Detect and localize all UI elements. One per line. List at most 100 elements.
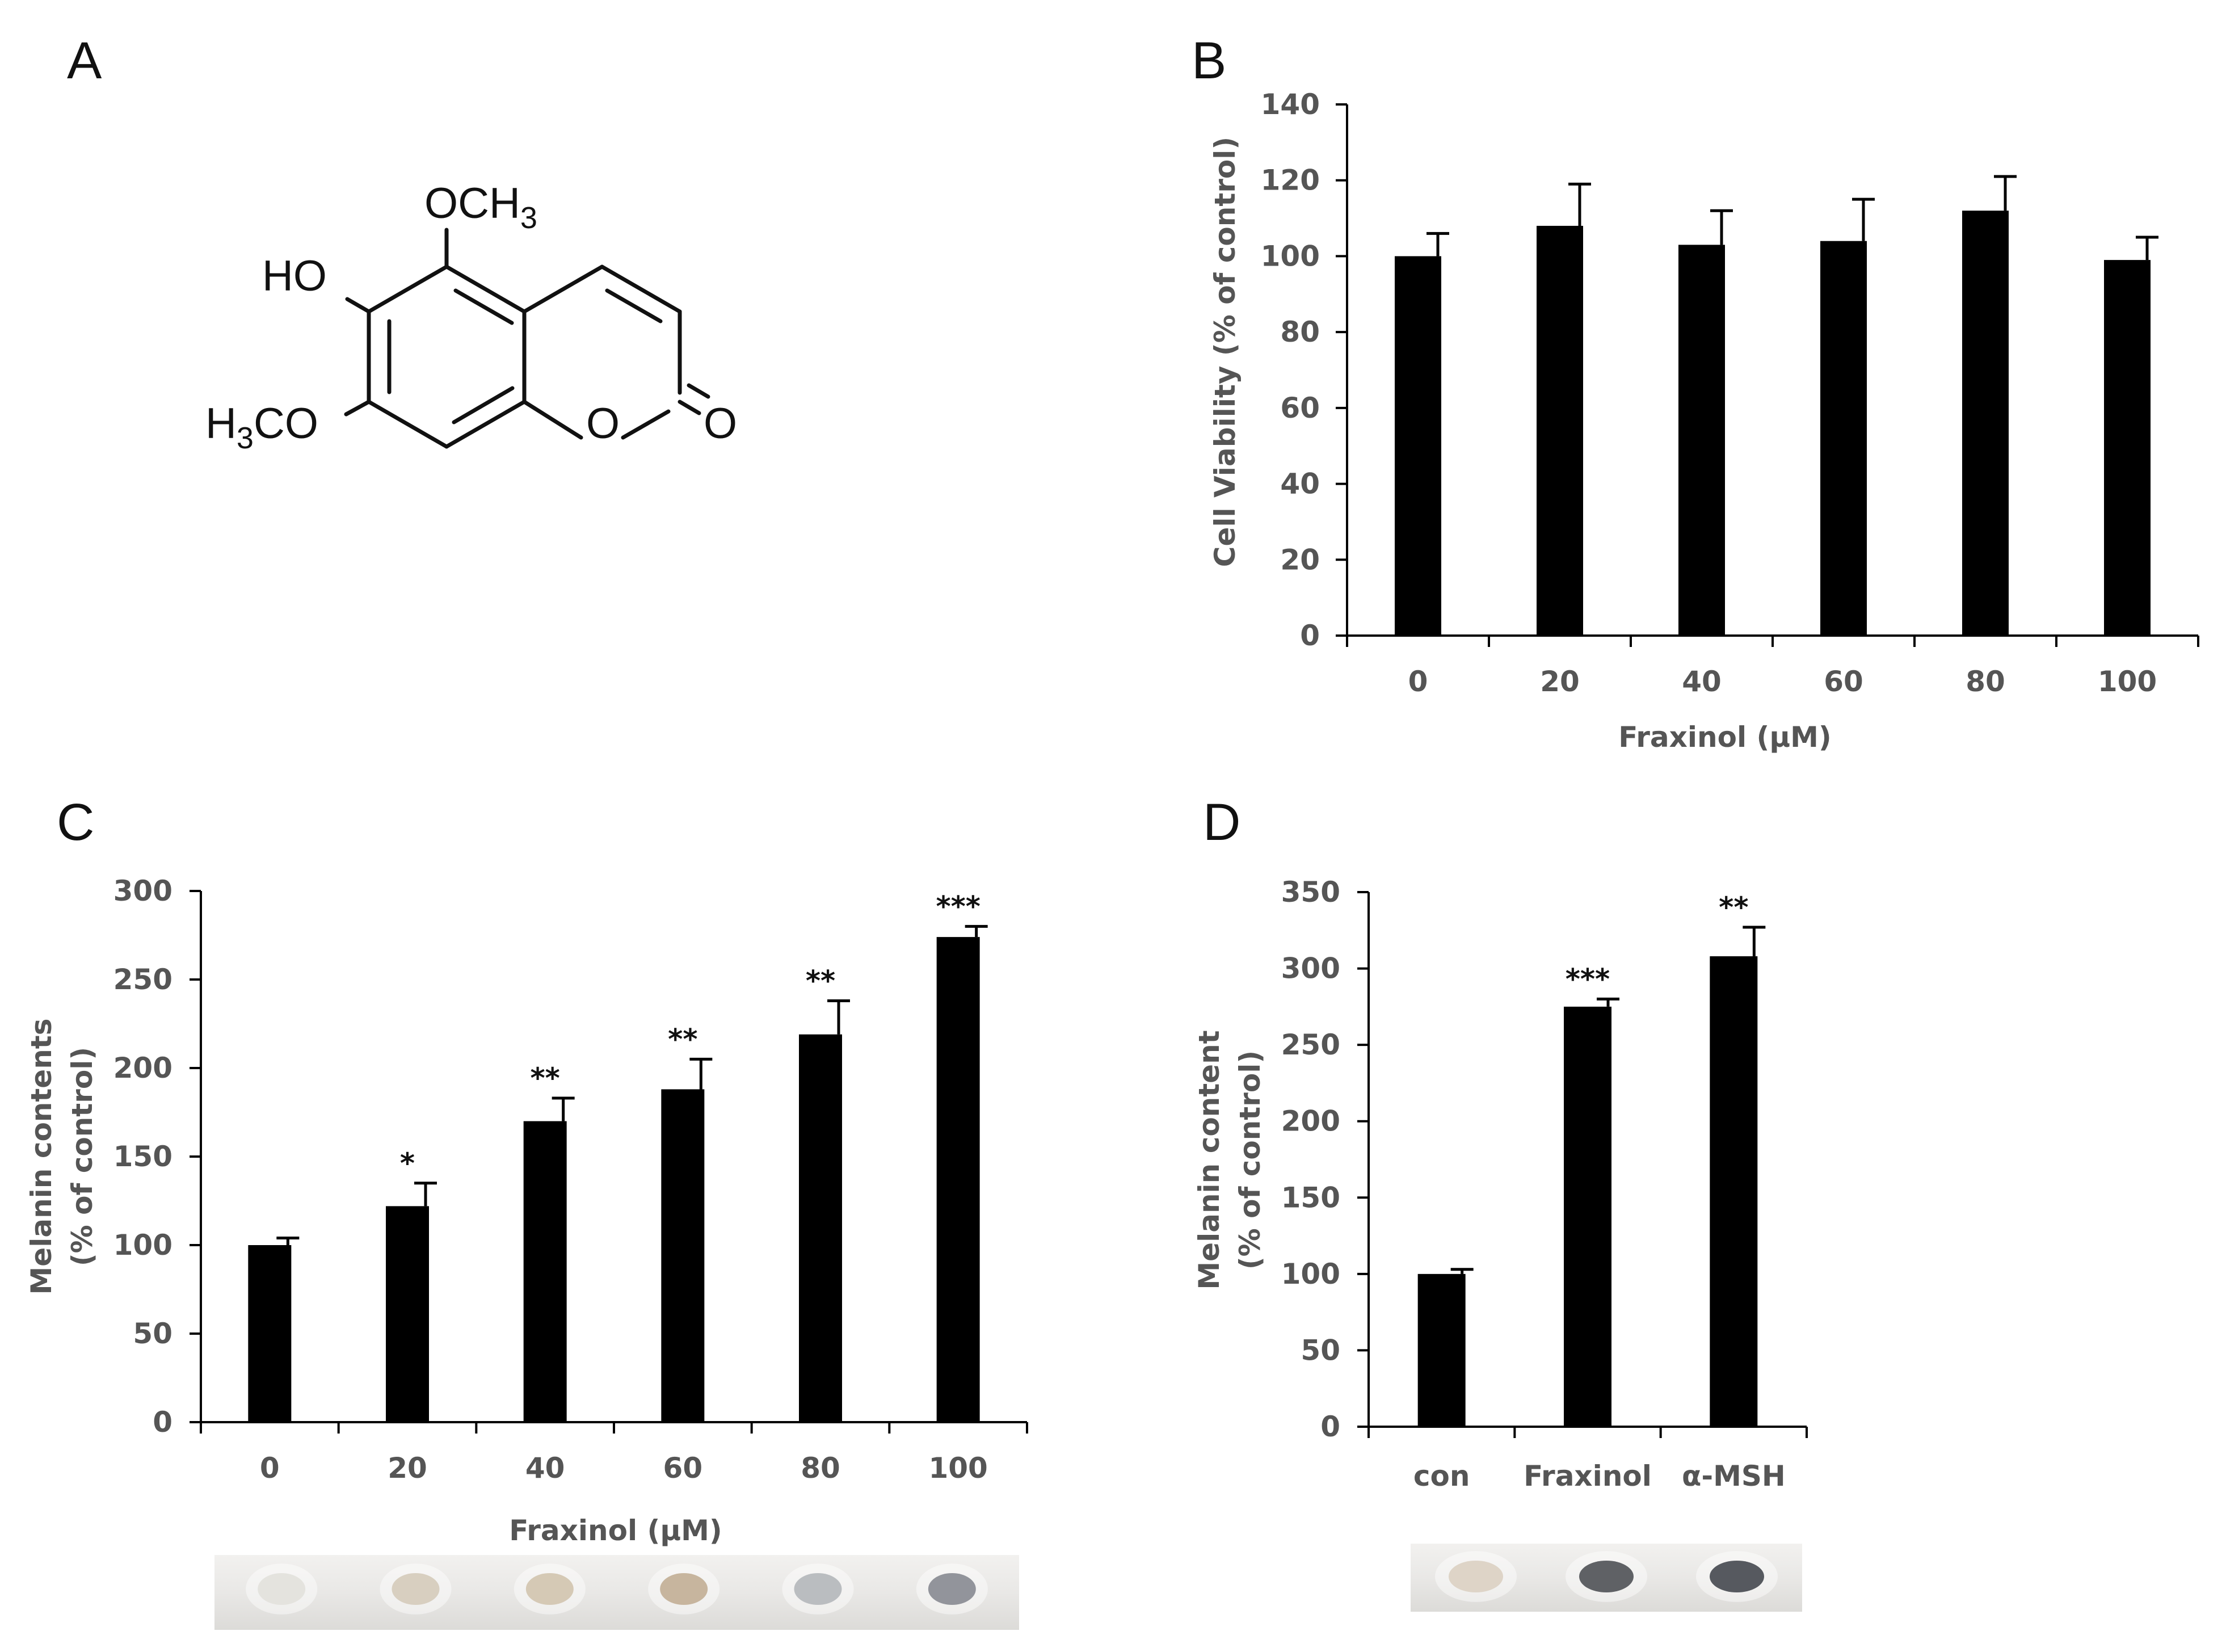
- bar-group: [248, 924, 988, 1422]
- pellet: [1449, 1561, 1503, 1592]
- bar: [1820, 241, 1867, 636]
- y-tick-label: 100: [1261, 239, 1320, 272]
- methoxy-label-left: H3CO: [205, 400, 318, 455]
- y-tick-label: 120: [1261, 164, 1320, 197]
- x-tick-label: 40: [525, 1452, 565, 1485]
- x-tick-label: 60: [1824, 665, 1863, 698]
- significance-label: **: [1719, 891, 1748, 924]
- significance-label: **: [531, 1062, 560, 1095]
- y-tick-label: 60: [1280, 392, 1320, 424]
- bar: [1537, 225, 1583, 636]
- photo-background: [214, 1555, 1019, 1630]
- hydroxy-label: HO: [262, 252, 327, 300]
- pellet: [525, 1573, 574, 1605]
- carbonyl-oxygen-label: O: [704, 400, 737, 448]
- structure-bonds: [344, 228, 710, 449]
- y-tick-label: 80: [1280, 316, 1320, 348]
- bar: [2104, 260, 2151, 636]
- x-tick-label: 20: [388, 1452, 427, 1485]
- y-tick-labels: 0 50 100 150 200 250 300 350: [1281, 876, 1340, 1443]
- x-tick-labels: con Fraxinol α-MSH: [1413, 1460, 1786, 1493]
- y-tick-label: 300: [1281, 952, 1340, 985]
- pellet: [1579, 1561, 1634, 1592]
- y-axis-title-group: Melanin content (% of control): [1193, 1030, 1266, 1289]
- y-tick-label: 300: [113, 875, 172, 907]
- y-tick-label: 200: [113, 1052, 172, 1084]
- x-tick-label: 0: [260, 1452, 280, 1485]
- y-tick-label: 350: [1281, 876, 1340, 909]
- x-tick-label: 80: [801, 1452, 840, 1485]
- y-tick-label: 150: [113, 1140, 172, 1173]
- significance-marks: *****: [1566, 891, 1749, 995]
- y-tick-label: 150: [1281, 1181, 1340, 1214]
- y-tick-label: 0: [1320, 1410, 1340, 1443]
- x-axis-title: Fraxinol (μM): [509, 1514, 722, 1547]
- x-tick-labels: 0 20 40 60 80 100: [1408, 665, 2157, 698]
- x-tick-label: Fraxinol: [1524, 1460, 1652, 1493]
- significance-label: ***: [936, 890, 980, 923]
- bar-group: [1395, 175, 2158, 636]
- y-tick-label: 40: [1280, 468, 1320, 501]
- cell-viability-chart: 0 20 40 60 80 100 120 140 0 20 40 60 80 100 Fraxinol…: [1209, 88, 2199, 754]
- x-tick-label: 100: [928, 1452, 987, 1485]
- pellet: [1710, 1561, 1764, 1592]
- bar: [661, 1089, 705, 1422]
- y-axis-title-line2: (% of control): [1234, 1050, 1266, 1270]
- pellet: [794, 1573, 842, 1605]
- significance-label: *: [400, 1147, 415, 1180]
- bar: [386, 1206, 429, 1422]
- y-tick-labels: 0 50 100 150 200 250 300: [113, 875, 172, 1439]
- x-tick-label: 100: [2098, 665, 2157, 698]
- y-axis-title-line1: Melanin content: [1193, 1030, 1226, 1289]
- bar: [1710, 956, 1758, 1427]
- y-tick-label: 50: [133, 1317, 172, 1350]
- y-axis-title: Cell Viability (% of control): [1209, 137, 1242, 567]
- pellet-photo-strip-c: [214, 1555, 1019, 1630]
- panel-letter-a: A: [67, 32, 102, 90]
- pellet: [928, 1573, 976, 1605]
- bar: [1962, 211, 2009, 636]
- bar: [936, 937, 980, 1422]
- significance-label: **: [668, 1023, 697, 1056]
- x-tick-label: 60: [663, 1452, 703, 1485]
- pellet: [258, 1573, 306, 1605]
- y-tick-label: 0: [153, 1406, 172, 1439]
- pellet: [660, 1573, 708, 1605]
- y-axis-title-line1: Melanin contents: [25, 1019, 58, 1295]
- y-axis-title-line2: (% of control): [66, 1047, 99, 1266]
- bar: [1564, 1006, 1611, 1427]
- methoxy-label-top: OCH3: [424, 179, 537, 235]
- pellet-photo-strip-d: [1411, 1544, 1802, 1612]
- bar: [799, 1034, 842, 1422]
- y-tick-label: 0: [1300, 619, 1320, 652]
- panel-letter-c: C: [57, 793, 94, 851]
- y-tick-label: 50: [1301, 1334, 1340, 1367]
- y-tick-label: 140: [1261, 88, 1320, 121]
- bar: [1678, 245, 1725, 636]
- bar: [248, 1245, 292, 1422]
- significance-label: **: [806, 964, 835, 997]
- x-tick-labels: 0 20 40 60 80 100: [260, 1452, 988, 1485]
- melanin-comparison-chart: 0 50 100 150 200 250 300 350 con Fraxinol α-MSH *…: [1193, 876, 1808, 1493]
- significance-label: ***: [1566, 962, 1610, 995]
- axes: [1336, 103, 2199, 647]
- x-axis-title: Fraxinol (μM): [1618, 721, 1832, 754]
- y-tick-label: 100: [113, 1229, 172, 1262]
- chemical-structure: OCH3 HO H3CO O O: [205, 179, 737, 455]
- y-axis-title-group: Melanin contents (% of control): [25, 1019, 99, 1295]
- x-tick-label: 0: [1408, 665, 1428, 698]
- y-tick-label: 20: [1280, 543, 1320, 576]
- x-tick-label: 40: [1682, 665, 1722, 698]
- y-tick-label: 250: [113, 963, 172, 996]
- bar-group: [1417, 926, 1766, 1427]
- panel-letter-d: D: [1203, 793, 1240, 851]
- axes: [190, 890, 1028, 1434]
- significance-marks: **********: [400, 890, 981, 1179]
- bar: [523, 1121, 567, 1422]
- panel-letter-b: B: [1192, 32, 1226, 90]
- bar: [1417, 1273, 1466, 1427]
- y-tick-label: 100: [1281, 1258, 1340, 1291]
